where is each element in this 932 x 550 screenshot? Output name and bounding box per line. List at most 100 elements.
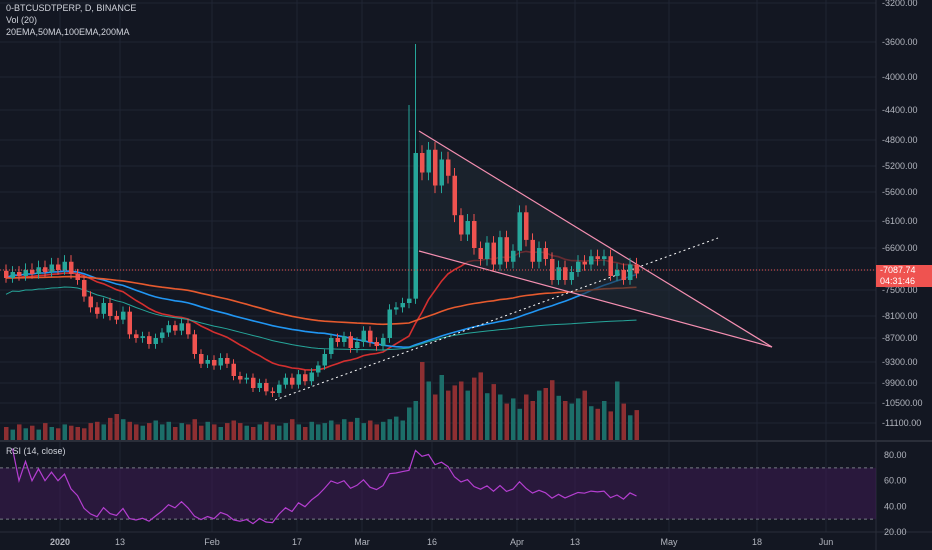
candle-body [426, 149, 431, 173]
volume-bar [199, 425, 204, 440]
volume-bar [595, 408, 600, 440]
price-axis: -3200.00 -3600.00 -4000.00 -4400.00 -4800.00… [0, 0, 923, 428]
candle-body [511, 250, 516, 262]
candle-body [10, 272, 15, 278]
candle-body [173, 325, 178, 331]
volume-bars [4, 362, 639, 440]
candle-body [335, 338, 340, 342]
volume-bar [82, 428, 87, 440]
volume-bar [374, 424, 379, 440]
price-tick-label: -8100.00 [882, 311, 918, 321]
volume-bar [290, 419, 295, 440]
candle-body [563, 267, 568, 280]
volume-bar [114, 414, 119, 440]
volume-bar [49, 427, 54, 440]
volume-bar [134, 424, 139, 440]
candle-body [576, 261, 581, 272]
volume-bar [218, 427, 223, 440]
volume-bar [329, 420, 334, 440]
volume-bar [153, 420, 158, 440]
time-tick-label: Apr [510, 537, 524, 547]
candle-body [218, 358, 223, 366]
candle-body [439, 159, 444, 186]
candle-body [160, 332, 165, 338]
countdown-tag: 04:31:46 [876, 276, 932, 287]
price-tick-label: -6600.00 [882, 243, 918, 253]
candle-body [186, 323, 191, 335]
rsi-legend[interactable]: RSI (14, close) [6, 446, 66, 456]
price-tick-label: -11100.00 [882, 418, 921, 428]
volume-bar [69, 425, 74, 440]
price-tick-label: -3200.00 [882, 0, 918, 8]
volume-bar [62, 424, 67, 440]
volume-bar [160, 424, 165, 440]
candle-body [257, 383, 262, 388]
candle-body [589, 256, 594, 265]
candle-body [342, 336, 347, 342]
candle-body [309, 372, 314, 382]
candle-body [140, 336, 145, 338]
candle-body [205, 360, 210, 364]
candle-body [23, 270, 28, 276]
time-tick-label: 13 [570, 537, 580, 547]
rsi-line [11, 448, 637, 525]
candle-body [153, 338, 158, 344]
volume-bar [342, 419, 347, 440]
candle-body [30, 270, 35, 274]
candle-body [628, 264, 633, 280]
volume-bar [277, 425, 282, 440]
volume-bar [17, 424, 22, 440]
rsi-band [0, 467, 876, 520]
price-tick-label: -8700.00 [882, 333, 918, 343]
symbol-legend[interactable]: 0-BTCUSDTPERP, D, BINANCE [6, 3, 137, 13]
volume-bar [459, 381, 464, 440]
volume-bar [498, 394, 503, 440]
volume-bar [192, 419, 197, 440]
volume-bar [576, 398, 581, 440]
volume-bar [75, 427, 80, 440]
candle-body [303, 374, 308, 382]
volume-bar [491, 384, 496, 440]
volume-bar [589, 406, 594, 440]
volume-bar [322, 423, 327, 440]
volume-bar [147, 423, 152, 440]
candle-body [491, 242, 496, 265]
volume-bar [543, 388, 548, 440]
candle-body [433, 149, 438, 186]
candle-body [4, 270, 9, 278]
candle-body [134, 334, 139, 338]
candle-body [478, 248, 483, 259]
price-tick-label: -5600.00 [882, 187, 918, 197]
candle-body [394, 307, 399, 310]
volume-bar [615, 381, 620, 440]
volume-bar [23, 428, 28, 440]
volume-legend[interactable]: Vol (20) [6, 15, 38, 25]
volume-bar [387, 419, 392, 440]
volume-bar [511, 398, 516, 440]
candle-body [621, 270, 626, 280]
time-tick-label: Feb [204, 537, 220, 547]
volume-bar [56, 428, 61, 440]
candle-body [361, 330, 366, 342]
ma-legend[interactable]: 20EMA,50MA,100EMA,200MA [6, 27, 130, 37]
candle-body [446, 159, 451, 176]
volume-bar [10, 429, 15, 440]
candle-body [82, 280, 87, 297]
trendlines [274, 130, 773, 401]
candle-body [608, 256, 613, 276]
candle-body [121, 311, 126, 320]
price-tick-label: -6100.00 [882, 216, 918, 226]
volume-bar [608, 411, 613, 440]
time-tick-label: 2020 [50, 537, 70, 547]
rsi-tick-label: 20.00 [884, 527, 907, 537]
price-tick-label: -5200.00 [882, 161, 918, 171]
volume-bar [446, 390, 451, 440]
candle-body [192, 334, 197, 354]
rsi-tick-label: 40.00 [884, 501, 907, 511]
volume-bar [43, 423, 48, 440]
price-tick-label: -7500.00 [882, 285, 918, 295]
volume-bar [524, 394, 529, 440]
candle-body [472, 221, 477, 248]
lower-trendline [418, 250, 773, 348]
